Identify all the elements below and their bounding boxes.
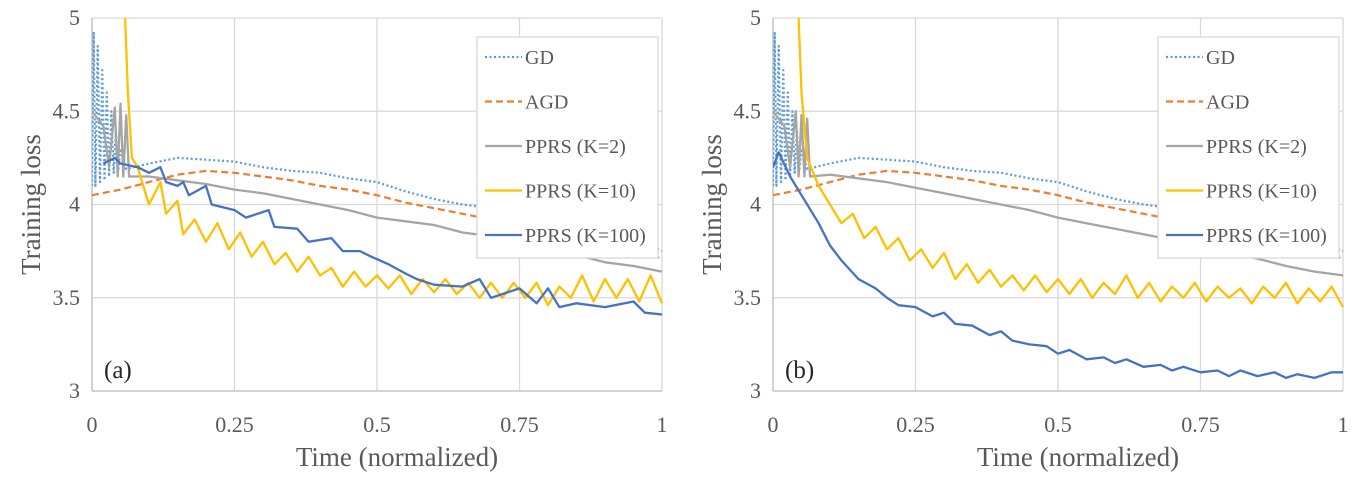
x-tick-label: 0.5: [1044, 412, 1072, 437]
legend-label: PPRS (K=10): [525, 181, 636, 203]
y-tick-label: 4.5: [734, 98, 762, 123]
series-line-pprs-k-100-: [773, 151, 1343, 380]
panel-label: (a): [104, 357, 132, 384]
y-axis-label: Training loss: [697, 134, 727, 275]
legend-label: AGD: [525, 92, 568, 114]
x-tick-label: 1: [1338, 412, 1349, 437]
chart-panel-1: 0 0.25 0.5 0.75 1 3 3.5 4 4.5 5 Time (normalized) T…: [697, 5, 1349, 472]
y-tick-label: 3.5: [734, 285, 762, 310]
series-line-pprs-k-100-: [102, 156, 663, 316]
x-tick-label: 0.5: [363, 412, 391, 437]
y-tick-label: 5: [69, 5, 80, 30]
legend-label: GD: [525, 47, 554, 69]
x-tick-label: 0.75: [500, 412, 539, 437]
x-axis-label: Time (normalized): [296, 442, 498, 472]
y-tick-label: 3.5: [53, 285, 81, 310]
x-tick-label: 0.25: [215, 412, 254, 437]
legend-label: GD: [1206, 47, 1235, 69]
y-tick-label: 5: [750, 5, 761, 30]
panel-label: (b): [785, 357, 814, 384]
legend: GD AGD PPRS (K=2) PPRS (K=10) PPRS (K=100): [1157, 36, 1340, 259]
legend: GD AGD PPRS (K=2) PPRS (K=10) PPRS (K=100): [476, 36, 659, 259]
legend-label: PPRS (K=2): [525, 136, 626, 158]
y-tick-label: 3: [750, 378, 761, 403]
x-tick-label: 0.75: [1181, 412, 1220, 437]
x-tick-label: 0: [87, 412, 98, 437]
legend-box: [1157, 36, 1340, 259]
legend-label: AGD: [1206, 92, 1249, 114]
series-line-pprs-k-10-: [123, 17, 664, 307]
legend-label: PPRS (K=2): [1206, 136, 1307, 158]
y-axis-label: Training loss: [16, 134, 46, 275]
legend-box: [476, 36, 659, 259]
x-tick-label: 0: [768, 412, 779, 437]
y-tick-label: 3: [69, 378, 80, 403]
y-tick-label: 4.5: [53, 98, 81, 123]
y-tick-label: 4: [69, 192, 80, 217]
y-tick-label: 4: [750, 192, 761, 217]
x-axis-label: Time (normalized): [977, 442, 1179, 472]
x-tick-label: 1: [657, 412, 668, 437]
legend-label: PPRS (K=100): [1206, 225, 1327, 247]
chart-panel-0: 0 0.25 0.5 0.75 1 3 3.5 4 4.5 5 Time (normalized) T…: [16, 5, 668, 472]
series-line-pprs-k-10-: [797, 17, 1345, 308]
legend-label: PPRS (K=10): [1206, 181, 1317, 203]
x-tick-label: 0.25: [896, 412, 935, 437]
legend-label: PPRS (K=100): [525, 225, 646, 247]
